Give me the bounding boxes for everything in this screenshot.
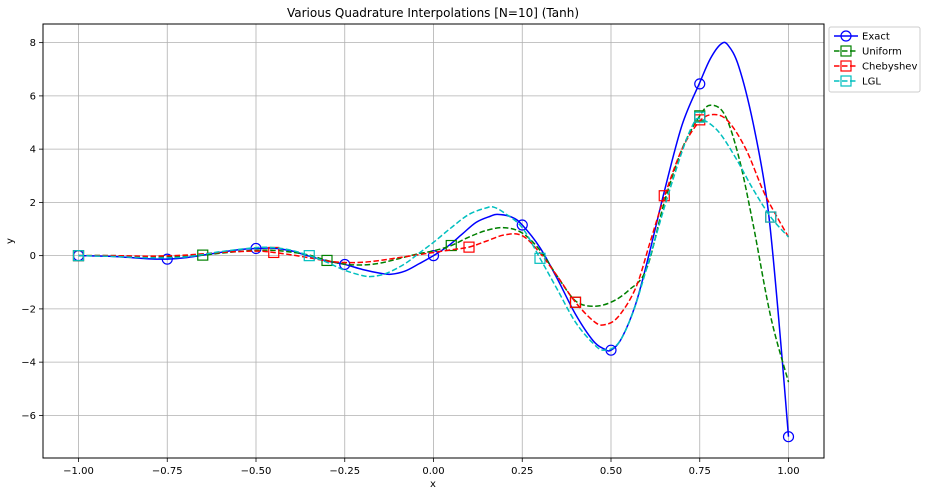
y-tick-label: −2 [21,304,36,315]
data-point-chebyshev [658,190,670,202]
data-point-uniform [445,239,457,252]
data-point-exact [516,219,528,231]
x-tick-label: 0.75 [689,466,711,477]
x-tick-label: 1.00 [777,466,799,477]
x-axis-label: x [430,479,436,490]
y-tick-label: 0 [30,251,36,262]
x-tick-label: −1.00 [63,466,94,477]
y-tick-label: −4 [21,358,36,369]
legend-label-lgl: LGL [862,77,881,88]
axis-ticks: −1.00 −0.75 −0.50 −0.25 0.00 0.25 0.50 0.75 1.00… [21,38,799,477]
legend: Exact Uniform Chebyshev LGL [828,26,921,93]
y-tick-label: 2 [30,198,36,209]
legend-frame [828,26,921,93]
y-tick-label: 6 [30,91,36,102]
series-lgl [72,111,790,351]
y-axis-label: y [5,238,16,244]
data-point-chebyshev [463,241,475,253]
data-point-exact [694,78,706,90]
series-line-uniform [78,104,790,383]
x-tick-label: 0.25 [511,466,533,477]
legend-marker-lgl [840,75,852,87]
data-point-chebyshev [569,296,582,308]
y-tick-label: 4 [30,145,36,156]
x-tick-label: −0.50 [241,466,272,477]
x-tick-label: 0.00 [422,466,444,477]
series-chebyshev [72,113,790,326]
series-layer [72,41,795,443]
data-point-exact [161,253,173,265]
legend-label-exact: Exact [862,32,890,43]
data-point-lgl [72,250,85,262]
data-point-lgl [303,250,315,262]
grid [43,24,824,458]
series-line-lgl [78,117,790,351]
series-line-chebyshev [78,113,790,326]
chart-title: Various Quadrature Interpolations [N=10]… [287,6,579,20]
y-tick-label: −6 [21,411,36,422]
x-tick-label: 0.50 [600,466,622,477]
legend-marker-uniform [840,45,852,57]
x-tick-label: −0.25 [329,466,360,477]
data-point-uniform [197,249,209,261]
data-point-exact [782,431,795,443]
series-uniform [72,104,790,383]
legend-label-uniform: Uniform [862,47,902,58]
data-point-lgl [694,111,706,123]
legend-marker-exact [840,30,852,42]
y-tick-label: 8 [30,38,36,49]
data-point-lgl [765,211,777,223]
data-point-lgl [534,252,546,264]
data-point-exact [427,250,440,262]
legend-label-chebyshev: Chebyshev [862,62,917,73]
x-tick-label: −0.75 [152,466,183,477]
legend-marker-chebyshev [840,60,852,72]
